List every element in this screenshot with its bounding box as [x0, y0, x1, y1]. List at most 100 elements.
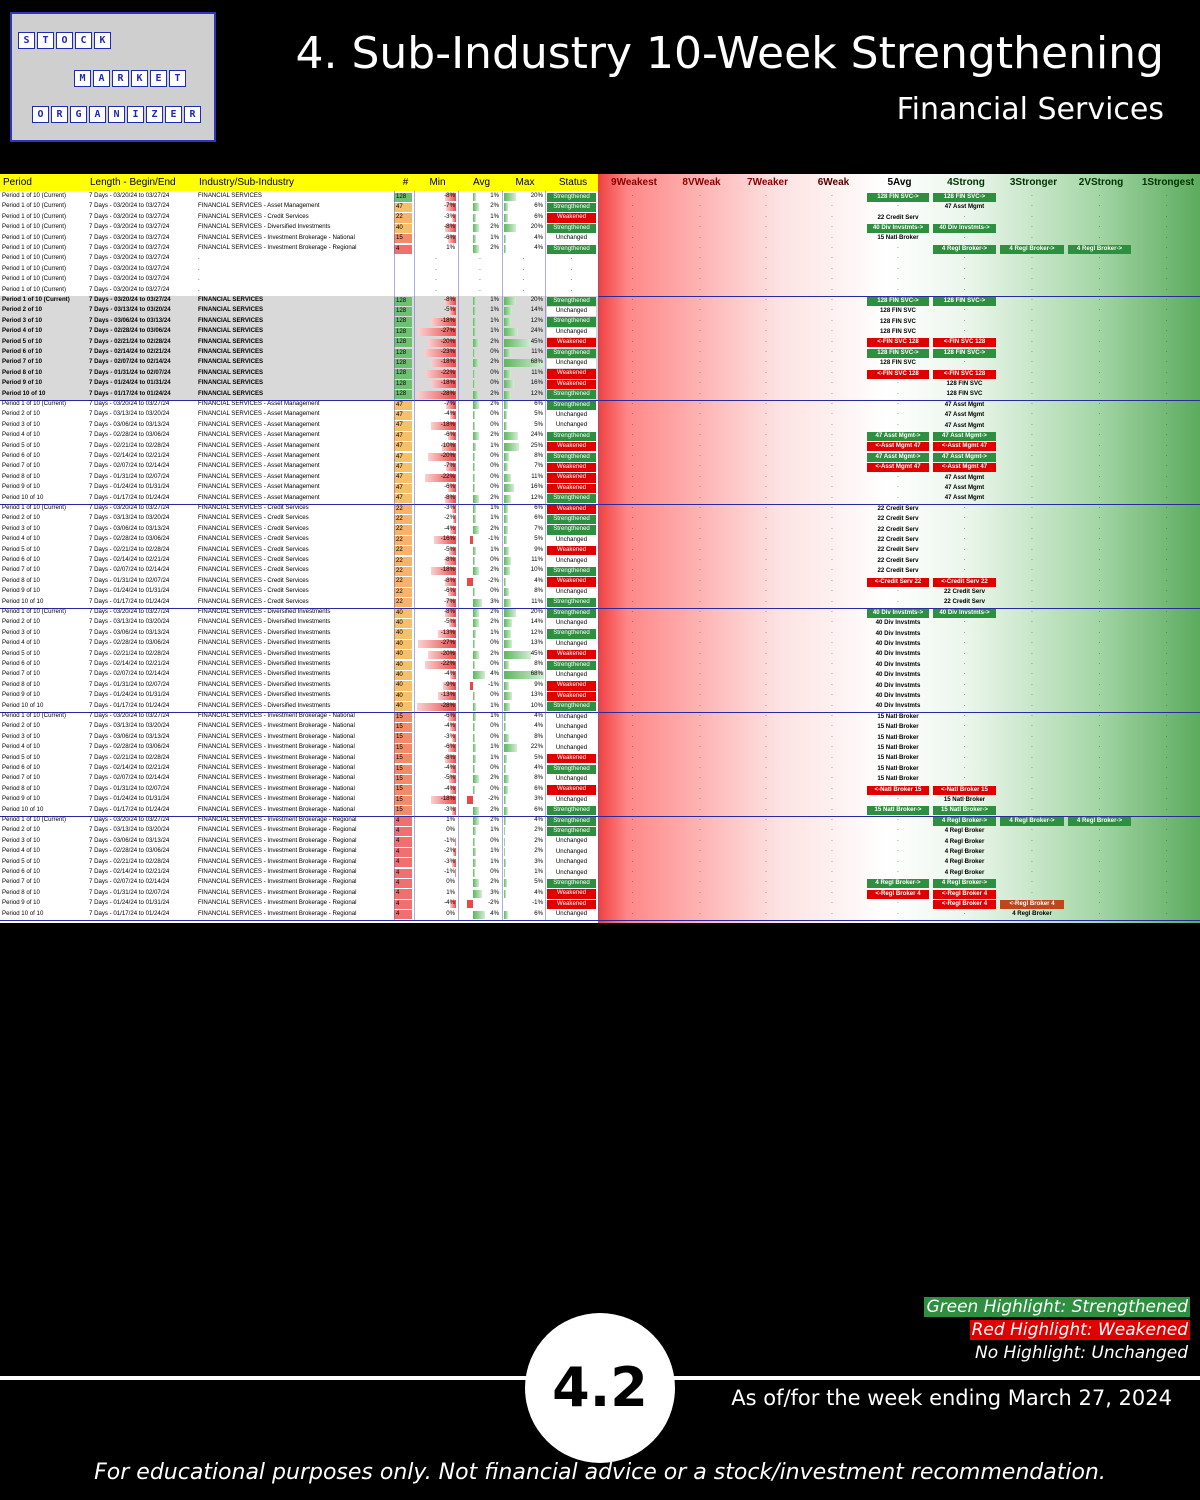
logo-letter: K [131, 70, 148, 87]
rating-dot: . [1165, 617, 1168, 625]
rating-dot: . [831, 596, 833, 604]
group-separator [0, 400, 1200, 401]
avg-cell: 2% [490, 389, 499, 397]
rating-dot: . [631, 617, 634, 625]
status-badge: Unchanged [547, 795, 596, 806]
rating-dot: . [1098, 669, 1101, 677]
rating-dot: . [1165, 908, 1168, 916]
rating-dot: . [631, 253, 634, 261]
industry-cell: FINANCIAL SERVICES - Diversified Investm… [198, 701, 331, 709]
group-separator [0, 920, 1200, 921]
rating-dot: . [1165, 575, 1168, 583]
rating-dot: . [897, 274, 899, 282]
avg-cell: 0% [490, 348, 499, 355]
rating-dot: . [1098, 575, 1101, 583]
rating-dot: . [897, 731, 899, 739]
min-bar [451, 806, 456, 815]
avg-bar [473, 702, 476, 711]
rating-dot: . [1098, 419, 1101, 427]
rating-dot: . [897, 596, 899, 604]
industry-cell: FINANCIAL SERVICES - Diversified Investm… [198, 628, 331, 636]
rating-dot: . [631, 731, 634, 739]
count-cell: 128 [394, 358, 412, 369]
logo-letter: R [184, 106, 201, 123]
rating-dot: . [699, 347, 701, 354]
rating-dot: . [1165, 315, 1168, 323]
status-badge: Unchanged [547, 858, 596, 868]
rating-dot: . [1098, 440, 1101, 448]
rating-dot: . [963, 274, 966, 282]
avg-cell: 1% [490, 316, 499, 324]
rating-dot: . [897, 846, 899, 854]
rating-dot: . [699, 908, 701, 916]
min-bar [430, 796, 456, 805]
max-cell: 5% [534, 420, 543, 428]
rating-dot: . [631, 482, 634, 490]
count-cell: 40 [394, 618, 412, 629]
max-cell: 8% [534, 587, 543, 595]
status-badge: Unchanged [547, 421, 596, 431]
max-bar [504, 744, 518, 753]
min-cell: -7% [444, 597, 455, 605]
max-bar [504, 411, 507, 420]
industry-cell: FINANCIAL SERVICES [198, 316, 264, 324]
rating-dot: . [963, 773, 966, 781]
count-cell: 4 [394, 837, 412, 847]
period-cell: Period 2 of 10 [2, 410, 40, 418]
rating-marker: 47 Asst Mgmt [944, 400, 985, 408]
min-cell: -8% [444, 556, 455, 563]
rating-marker: 47 Asst Mgmt [944, 203, 985, 211]
rating-dot: . [963, 492, 966, 500]
industry-cell: FINANCIAL SERVICES - Diversified Investm… [198, 618, 331, 626]
rating-dot: . [831, 721, 833, 729]
rating-dot: . [699, 211, 701, 219]
max-cell: 8% [534, 774, 543, 782]
avg-bar [473, 733, 475, 742]
industry-cell: FINANCIAL SERVICES - Diversified Investm… [198, 660, 331, 667]
empty-cell: . [435, 264, 437, 272]
count-cell: 128 [394, 306, 412, 317]
length-cell: 7 Days - 03/13/24 to 03/20/24 [89, 722, 170, 730]
count-cell: 128 [394, 296, 412, 306]
period-cell: Period 8 of 10 [2, 888, 40, 896]
rating-dot: . [897, 523, 899, 531]
column-header: 5Avg [887, 177, 912, 188]
rating-dot: . [765, 700, 767, 708]
count-cell: 4 [394, 858, 412, 868]
rating-dot: . [1098, 908, 1101, 916]
rating-dot: . [699, 534, 701, 542]
min-cell: -4% [444, 410, 455, 418]
rating-marker: 47 Asst Mgmt-> [933, 452, 996, 462]
rating-dot: . [765, 887, 767, 895]
rating-dot: . [1165, 492, 1168, 500]
rating-dot: . [631, 825, 634, 833]
rating-dot: . [699, 263, 701, 271]
rating-dot: . [831, 690, 833, 698]
rating-dot: . [1165, 253, 1168, 261]
rating-marker: 40 Div Invstmts [875, 691, 921, 699]
rating-marker: 40 Div Invstmts [875, 619, 921, 627]
rating-dot: . [631, 461, 634, 469]
rating-dot: . [631, 503, 634, 510]
rating-dot: . [1098, 409, 1101, 417]
rating-dot: . [1165, 742, 1168, 750]
period-cell: Period 1 of 10 (Current) [2, 254, 67, 262]
rating-dot: . [1165, 409, 1168, 417]
count-cell: 15 [394, 722, 412, 733]
rating-dot: . [831, 471, 833, 479]
rating-marker: 4 Regl Broker-> [1068, 244, 1131, 254]
rating-dot: . [897, 305, 899, 313]
rating-dot: . [1031, 846, 1033, 854]
period-cell: Period 5 of 10 [2, 857, 40, 865]
avg-bar [473, 910, 485, 919]
rating-dot: . [699, 232, 701, 240]
count-cell: 22 [394, 546, 412, 556]
rating-dot: . [831, 773, 833, 781]
rating-dot: . [631, 492, 634, 500]
avg-cell: 1% [490, 753, 499, 761]
avg-bar [473, 640, 475, 649]
avg-bar [473, 837, 475, 846]
rating-dot: . [1165, 856, 1168, 864]
rating-dot: . [897, 669, 899, 677]
avg-bar [473, 765, 475, 773]
